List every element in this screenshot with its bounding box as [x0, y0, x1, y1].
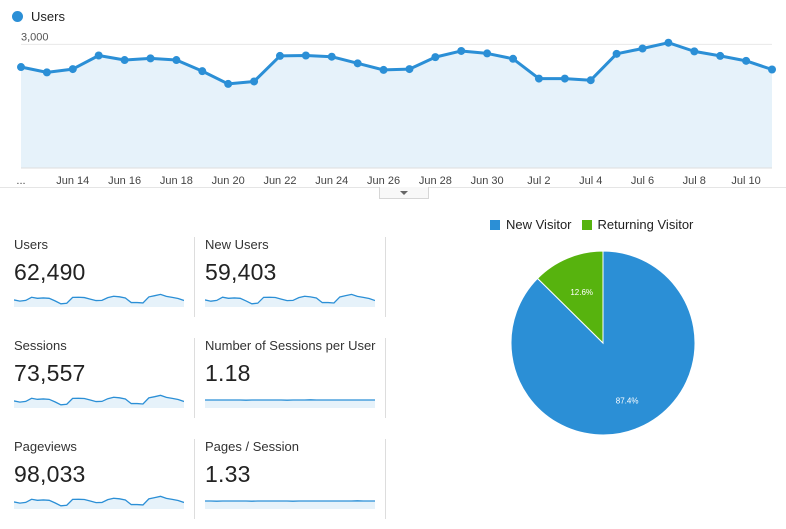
data-point[interactable] [380, 66, 388, 74]
data-point[interactable] [509, 55, 517, 63]
x-tick-label: Jun 22 [263, 175, 296, 187]
data-point[interactable] [121, 56, 129, 64]
metric-tile-sessions[interactable]: Sessions 73,557 [14, 338, 186, 428]
metric-sparkline [205, 392, 375, 408]
metric-label: Pages / Session [205, 439, 299, 454]
column-divider [194, 439, 195, 519]
x-tick-label: Jun 16 [108, 175, 141, 187]
y-tick-label: 3,000 [21, 31, 49, 43]
data-point[interactable] [613, 50, 621, 58]
pie-legend-label: Returning Visitor [598, 217, 694, 232]
data-point[interactable] [768, 66, 776, 74]
data-point[interactable] [276, 52, 284, 60]
x-tick-label: ... [16, 175, 25, 187]
data-point[interactable] [250, 77, 258, 85]
data-point[interactable] [405, 65, 413, 73]
data-point[interactable] [224, 80, 232, 88]
x-tick-label: Jun 26 [367, 175, 400, 187]
series-label: Users [31, 9, 65, 24]
data-point[interactable] [639, 44, 647, 52]
data-point[interactable] [172, 56, 180, 64]
metric-label: Pageviews [14, 439, 77, 454]
data-point[interactable] [535, 75, 543, 83]
x-tick-label: Jun 28 [419, 175, 452, 187]
sparkline-area [205, 400, 375, 408]
pie-slice-label: 87.4% [616, 397, 639, 406]
pie-legend[interactable]: New Visitor Returning Visitor [490, 217, 703, 232]
x-tick-label: Jun 18 [160, 175, 193, 187]
x-tick-label: Jul 4 [579, 175, 602, 187]
data-point[interactable] [17, 63, 25, 71]
data-point[interactable] [328, 53, 336, 61]
metric-value: 1.18 [205, 360, 251, 387]
x-tick-label: Jun 20 [212, 175, 245, 187]
data-point[interactable] [43, 68, 51, 76]
data-point[interactable] [742, 57, 750, 65]
x-tick-label: Jul 2 [527, 175, 550, 187]
x-tick-label: Jul 6 [631, 175, 654, 187]
pie-slice-label: 12.6% [570, 288, 593, 297]
data-point[interactable] [95, 51, 103, 59]
metric-label: Users [14, 237, 48, 252]
data-point[interactable] [198, 67, 206, 75]
series-dot-icon [12, 11, 23, 22]
data-point[interactable] [457, 47, 465, 55]
data-point[interactable] [690, 47, 698, 55]
data-point[interactable] [431, 53, 439, 61]
x-tick-label: Jun 24 [315, 175, 348, 187]
pie-legend-item-new-visitor[interactable]: New Visitor [490, 217, 572, 232]
metric-sparkline [205, 291, 375, 307]
data-point[interactable] [302, 51, 310, 59]
metric-sparkline [14, 493, 184, 509]
legend-swatch-icon [582, 220, 592, 230]
pie-legend-label: New Visitor [506, 217, 572, 232]
metric-tile-pages-per-session[interactable]: Pages / Session 1.33 [205, 439, 377, 529]
data-point[interactable] [716, 52, 724, 60]
data-point[interactable] [587, 76, 595, 84]
column-divider [385, 439, 386, 519]
metric-tile-sessions-per-user[interactable]: Number of Sessions per User 1.18 [205, 338, 377, 428]
x-tick-label: Jun 30 [471, 175, 504, 187]
column-divider [194, 338, 195, 418]
metric-sparkline [14, 291, 184, 307]
sparkline-area [205, 501, 375, 509]
metric-tile-pageviews[interactable]: Pageviews 98,033 [14, 439, 186, 529]
metric-tile-users[interactable]: Users 62,490 [14, 237, 186, 327]
metric-value: 98,033 [14, 461, 86, 488]
data-point[interactable] [483, 49, 491, 57]
column-divider [385, 237, 386, 317]
metric-sparkline [14, 392, 184, 408]
data-point[interactable] [561, 75, 569, 83]
metric-value: 59,403 [205, 259, 277, 286]
x-tick-label: Jul 8 [683, 175, 706, 187]
metric-value: 1.33 [205, 461, 251, 488]
pie-legend-item-returning-visitor[interactable]: Returning Visitor [582, 217, 694, 232]
metric-value: 73,557 [14, 360, 86, 387]
x-tick-label: Jul 10 [731, 175, 760, 187]
x-tick-label: Jun 14 [56, 175, 89, 187]
data-point[interactable] [69, 65, 77, 73]
visitor-pie-chart[interactable]: 87.4% 12.6% [505, 245, 701, 441]
data-point[interactable] [146, 54, 154, 62]
metric-label: New Users [205, 237, 269, 252]
metric-tile-new-users[interactable]: New Users 59,403 [205, 237, 377, 327]
data-point[interactable] [664, 39, 672, 47]
metric-label: Number of Sessions per User [205, 338, 376, 353]
metric-sparkline [205, 493, 375, 509]
collapse-chart-button[interactable] [379, 187, 429, 199]
chevron-down-icon [400, 191, 408, 195]
column-divider [385, 338, 386, 418]
metric-value: 62,490 [14, 259, 86, 286]
chart-legend[interactable]: Users [12, 9, 65, 24]
column-divider [194, 237, 195, 317]
data-point[interactable] [354, 59, 362, 67]
legend-swatch-icon [490, 220, 500, 230]
metric-label: Sessions [14, 338, 67, 353]
